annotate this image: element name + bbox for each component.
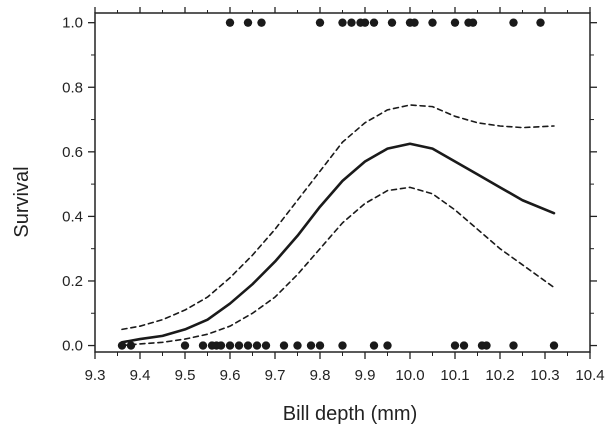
y-tick-label: 0.2 [62, 273, 83, 290]
survivor-point [347, 18, 356, 27]
nonsurvivor-point [338, 341, 347, 350]
x-tick-label: 10.2 [485, 367, 514, 384]
x-tick-label: 10.0 [395, 367, 424, 384]
x-tick-label: 10.4 [575, 367, 604, 384]
nonsurvivor-point [549, 341, 559, 350]
nonsurvivor-point [293, 341, 302, 350]
survivor-point [338, 18, 347, 27]
nonsurvivor-point [509, 341, 518, 350]
fitted-survival-curve [120, 142, 556, 344]
x-tick-label: 9.9 [355, 367, 376, 384]
x-tick-label: 9.3 [85, 367, 106, 384]
survivor-point [257, 18, 266, 27]
survivor-point [428, 18, 437, 27]
nonsurvivor-point [383, 341, 392, 350]
y-tick-label: 0.6 [62, 144, 83, 161]
nonsurvivor-point [261, 341, 271, 350]
x-tick-label: 10.3 [530, 367, 559, 384]
nonsurvivor-point [234, 341, 244, 350]
x-axis-title: Bill depth (mm) [283, 403, 417, 425]
x-tick-label: 10.1 [440, 367, 469, 384]
nonsurvivor-point [482, 341, 491, 350]
nonsurvivor-point [117, 341, 127, 350]
survivor-point [450, 18, 460, 27]
nonsurvivor-point [450, 341, 460, 350]
nonsurvivor-point [252, 341, 262, 350]
y-tick-label: 0.0 [62, 338, 83, 355]
y-tick-label: 1.0 [62, 15, 83, 32]
x-tick-label: 9.6 [220, 367, 241, 384]
survivor-point [360, 18, 370, 27]
nonsurvivor-point [306, 341, 316, 350]
nonsurvivor-point [198, 341, 208, 350]
nonsurvivor-point [126, 341, 136, 350]
nonsurvivor-point [180, 341, 190, 350]
y-tick-label: 0.4 [62, 208, 83, 225]
x-tick-label: 9.8 [310, 367, 331, 384]
survivor-point [410, 18, 419, 27]
lower-confidence-curve [121, 186, 555, 347]
upper-confidence-curve [121, 104, 555, 331]
x-tick-label: 9.4 [130, 367, 151, 384]
survivor-point [369, 18, 379, 27]
y-tick-label: 0.8 [62, 79, 83, 96]
survivor-point [468, 18, 478, 27]
survivor-point [243, 18, 253, 27]
x-tick-label: 9.7 [265, 367, 286, 384]
nonsurvivor-point [369, 341, 379, 350]
survivor-point [315, 18, 325, 27]
nonsurvivor-point [315, 341, 325, 350]
survivor-point [387, 18, 397, 27]
nonsurvivor-point [225, 341, 235, 350]
nonsurvivor-point [459, 341, 469, 350]
x-tick-label: 9.5 [175, 367, 196, 384]
nonsurvivor-point [279, 341, 289, 350]
nonsurvivor-point [216, 341, 226, 350]
y-axis-title: Survival [11, 166, 33, 237]
survivor-point [509, 18, 518, 27]
survivor-point [225, 18, 235, 27]
survivor-point [536, 18, 545, 27]
nonsurvivor-point [243, 341, 253, 350]
